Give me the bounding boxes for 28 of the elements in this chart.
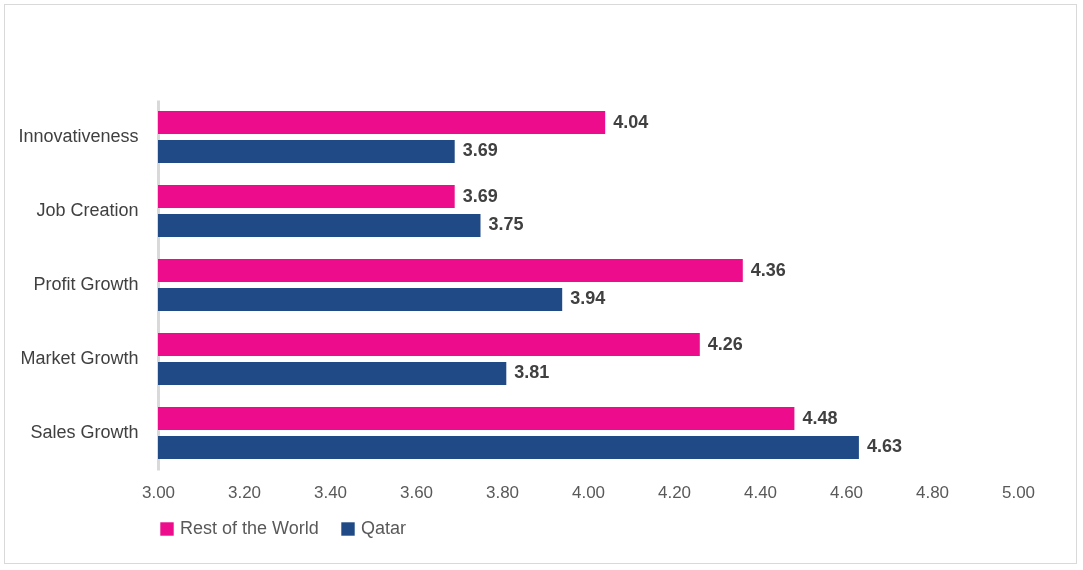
x-tick-label: 3.60 (399, 482, 434, 502)
x-tick-label: 4.40 (743, 482, 778, 502)
x-tick-label: 3.00 (141, 482, 176, 502)
legend-label: Rest of the World (180, 518, 319, 538)
x-tick-label: 3.20 (227, 482, 262, 502)
x-tick-label: 5.00 (1001, 482, 1036, 502)
data-label: 3.69 (462, 185, 498, 206)
y-tick-label: Market Growth (20, 348, 139, 368)
x-tick-label: 4.20 (657, 482, 692, 502)
data-label: 3.94 (570, 288, 606, 309)
y-tick-label: Job Creation (36, 200, 139, 220)
x-tick-label: 3.40 (313, 482, 348, 502)
data-label: 4.48 (802, 407, 838, 428)
x-tick-label: 4.00 (571, 482, 606, 502)
x-tick-label: 3.80 (485, 482, 520, 502)
y-tick-label: Profit Growth (33, 274, 139, 294)
legend-label: Qatar (361, 518, 407, 538)
data-label: 3.75 (488, 214, 524, 235)
data-label: 4.04 (613, 111, 649, 132)
data-label: 4.26 (707, 333, 743, 354)
y-tick-label: Sales Growth (30, 422, 139, 442)
x-tick-label: 4.80 (915, 482, 950, 502)
data-label: 3.81 (514, 362, 550, 383)
data-label: 4.36 (750, 259, 786, 280)
data-label: 4.63 (866, 436, 902, 457)
y-tick-label: Innovativeness (18, 126, 139, 146)
x-tick-label: 4.60 (829, 482, 864, 502)
data-label: 3.69 (462, 140, 498, 161)
